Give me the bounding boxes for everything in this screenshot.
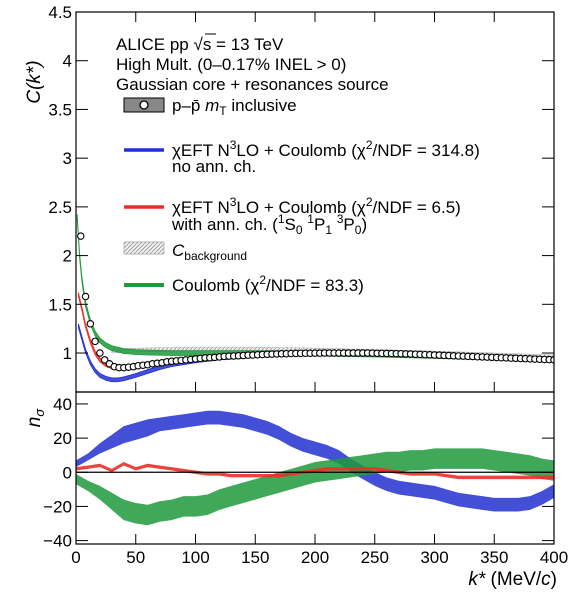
data-point [100,356,109,364]
x-tick-label: 300 [420,548,448,567]
top-y-tick-label: 1 [63,344,72,363]
bottom-y-tick-label: 0 [63,463,72,482]
data-point [96,349,104,357]
legend-label-with-ann: χEFT N3LO + Coulomb (χ2/NDF = 6.5) [172,195,461,217]
x-tick-label: 400 [540,548,568,567]
legend-swatch-background [123,241,165,255]
x-tick-label: 50 [126,548,145,567]
bottom-y-tick-label: −20 [43,497,72,516]
top-panel: 1 1.5 2 2.5 3 3.5 4 4.5 C(k*) ALICE pp √s = 13 … [24,3,555,393]
legend-label-no-ann: χEFT N3LO + Coulomb (χ2/NDF = 314.8) [172,138,480,160]
top-data-points [77,232,554,372]
top-y-axis-title: C(k*) [24,60,45,103]
legend-sublabel-with-ann: with ann. ch. (1S0 1P1 3P0) [171,212,367,237]
legend-sublabel-no-ann: no ann. ch. [172,157,256,176]
x-tick-label: 250 [361,548,389,567]
legend: p–p̄ mT inclusive χEFT N3LO + Coulomb (χ… [123,96,480,295]
bottom-y-axis-title: nσ [24,408,47,428]
top-y-tick-label: 2 [63,247,72,266]
top-y-tick-label: 1.5 [48,295,72,314]
annotation-block: ALICE pp √s = 13 TeV High Mult. (0–0.17%… [116,33,389,94]
x-tick-label: 200 [301,548,329,567]
x-axis-title: k* (MeV/c) [468,569,557,590]
bottom-band--eft-n-lo-coulomb-ndf-6-5- [76,462,554,480]
bottom-plot-bands [76,410,554,526]
data-point [77,232,85,240]
top-y-tick-label: 4.5 [48,3,72,22]
top-y-ticks: 1 1.5 2 2.5 3 3.5 4 4.5 [48,3,555,392]
x-tick-label: 100 [181,548,209,567]
annotation-multiplicity: High Mult. (0–0.17% INEL > 0) [116,55,346,74]
bottom-band--eft-n-lo-coulomb-ndf-314-8- [76,410,554,512]
top-y-tick-label: 2.5 [48,198,72,217]
bottom-band-coulomb-ndf-83-3- [76,448,554,526]
annotation-experiment: ALICE pp √s = 13 TeV [116,35,284,54]
top-y-tick-label: 4 [63,52,72,71]
bottom-y-tick-label: 20 [53,429,72,448]
legend-label-data: p–p̄ mT inclusive [172,96,297,118]
data-point [81,292,90,301]
data-point [86,320,95,328]
annotation-source: Gaussian core + resonances source [116,75,389,94]
top-y-tick-label: 3.5 [48,100,72,119]
legend-label-background: Cbackground [172,241,247,263]
x-tick-label: 350 [480,548,508,567]
x-tick-label: 150 [241,548,269,567]
bottom-y-tick-label: 40 [53,395,72,414]
legend-marker-data [139,100,149,110]
x-tick-label: 0 [71,548,80,567]
legend-label-coulomb: Coulomb (χ2/NDF = 83.3) [172,273,364,295]
bottom-y-tick-label: −40 [43,532,72,551]
data-point [91,337,99,346]
top-y-tick-label: 3 [63,149,72,168]
